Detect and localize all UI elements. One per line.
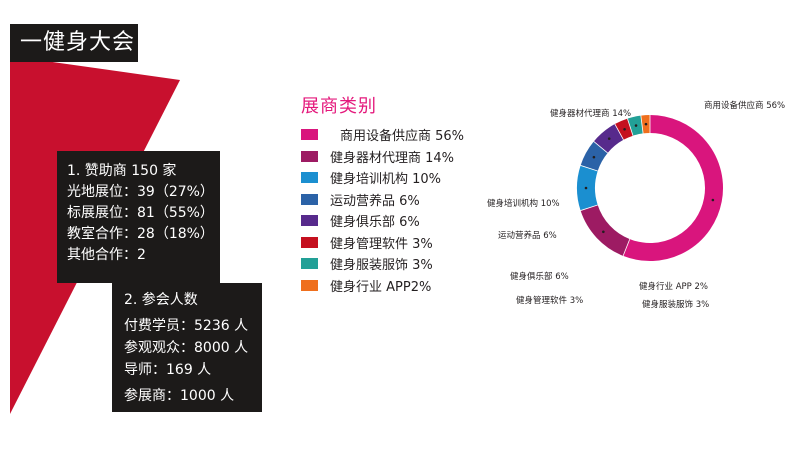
slice-label: 健身器材代理商 14% [550, 108, 631, 119]
legend-item: 健身器材代理商 14% [301, 146, 464, 168]
legend-item: 健身培训机构 10% [301, 167, 464, 189]
slice-separator [580, 165, 598, 172]
slice-marker [711, 198, 715, 202]
legend-label: 健身器材代理商 14% [330, 150, 455, 166]
sponsor-stat-line: 教室合作：28（18%） [67, 226, 214, 242]
slice-label: 健身培训机构 10% [487, 198, 560, 209]
legend-item: 健身俱乐部 6% [301, 210, 464, 232]
slice-label: 健身俱乐部 6% [510, 271, 569, 282]
legend-swatch [301, 279, 318, 291]
attendee-stats-box: 2. 参会人数 付费学员：5236 人 参观观众：8000 人 导师：169 人… [112, 283, 262, 412]
slice-marker [607, 137, 611, 140]
slice-label: 健身服装服饰 3% [642, 299, 709, 310]
slice-separator [593, 141, 608, 154]
slice-separator [640, 115, 644, 134]
legend-item: 健身服装服饰 3% [301, 253, 464, 275]
legend-label: 健身行业 APP2% [330, 279, 432, 295]
chart-legend: 商用设备供应商 56% 健身器材代理商 14% 健身培训机构 10% 运动营养品… [301, 124, 464, 296]
legend-swatch [301, 193, 318, 205]
slice-label: 运动营养品 6% [498, 230, 557, 241]
sponsor-stats-heading: 1. 赞助商 150 家 [67, 163, 177, 179]
slice-marker [584, 186, 588, 190]
attendee-stat-line: 参展商：1000 人 [124, 388, 235, 404]
slice-separator [580, 204, 598, 211]
slice-marker [592, 155, 596, 159]
legend-swatch [301, 236, 318, 248]
slice-marker [644, 122, 648, 126]
sponsor-stats-box: 1. 赞助商 150 家 光地展位：39（27%） 标展展位：81（55%） 教… [57, 151, 220, 283]
slice-separator [622, 238, 631, 257]
slice-separator [614, 123, 624, 140]
slice-label: 健身管理软件 3% [516, 295, 583, 306]
sponsor-stat-line: 光地展位：39（27%） [67, 184, 214, 200]
legend-item: 商用设备供应商 56% [301, 124, 464, 146]
sponsor-stat-line: 标展展位：81（55%） [67, 205, 214, 221]
attendee-stat-line: 导师：169 人 [124, 362, 212, 378]
legend-swatch [301, 129, 318, 141]
legend-label: 运动营养品 6% [330, 193, 420, 209]
legend-label: 健身管理软件 3% [330, 236, 433, 252]
legend-item: 运动营养品 6% [301, 189, 464, 211]
slice-label: 健身行业 APP 2% [639, 281, 708, 292]
legend-item: 健身管理软件 3% [301, 232, 464, 254]
page-title: 一健身大会 [10, 24, 138, 62]
legend-label: 商用设备供应商 56% [340, 129, 465, 145]
attendee-stats-heading: 2. 参会人数 [124, 292, 198, 308]
legend-swatch [301, 150, 318, 162]
legend-swatch [301, 215, 318, 227]
legend-swatch [301, 258, 318, 270]
slice-marker [623, 127, 626, 131]
legend-item: 健身行业 APP2% [301, 275, 464, 297]
legend-label: 健身俱乐部 6% [330, 215, 420, 231]
attendee-stat-line: 参观观众：8000 人 [124, 340, 249, 356]
slice-marker [634, 124, 638, 127]
donut-slice [580, 204, 631, 256]
chart-title: 展商类别 [301, 96, 377, 117]
slice-separator [627, 118, 634, 136]
legend-swatch [301, 172, 318, 184]
slice-label: 商用设备供应商 56% [704, 100, 785, 111]
legend-label: 健身服装服饰 3% [330, 258, 433, 274]
sponsor-stat-line: 其他合作：2 [67, 247, 146, 263]
slice-marker [602, 230, 605, 234]
donut-slice [623, 115, 723, 261]
attendee-stat-line: 付费学员：5236 人 [124, 318, 249, 334]
legend-label: 健身培训机构 10% [330, 172, 442, 188]
